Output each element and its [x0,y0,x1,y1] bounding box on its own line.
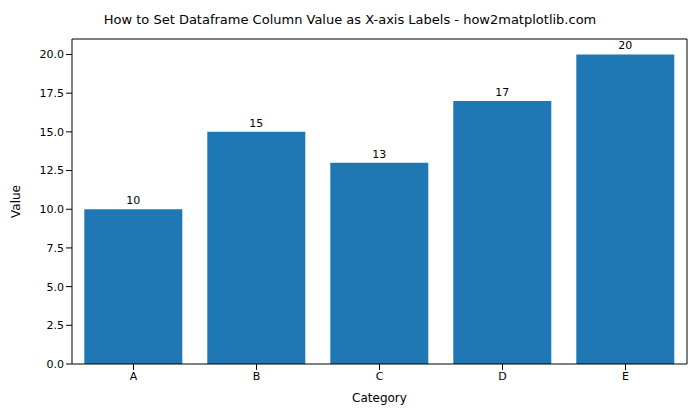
svg-text:0.0: 0.0 [47,358,65,371]
svg-text:C: C [376,370,384,383]
svg-text:Category: Category [352,391,407,405]
html-text:How to Set Dataframe Column Va: How to Set Dataframe Column Value as X-a… [103,12,597,27]
svg-text:13: 13 [372,148,386,161]
svg-text:7.5: 7.5 [47,242,65,255]
svg-text:10.0: 10.0 [40,203,65,216]
svg-text:5.0: 5.0 [47,281,65,294]
svg-text:20.0: 20.0 [40,48,65,61]
svg-text:D: D [498,370,506,383]
svg-text:B: B [253,370,261,383]
svg-text:17: 17 [495,86,509,99]
svg-text:17.5: 17.5 [40,87,65,100]
svg-text:15.0: 15.0 [40,126,65,139]
svg-text:A: A [130,370,138,383]
svg-text:2.5: 2.5 [47,319,65,332]
svg-text:10: 10 [126,194,140,207]
svg-text:15: 15 [249,117,263,130]
svg-text:Value: Value [9,185,23,218]
svg-text:E: E [622,370,629,383]
svg-text:12.5: 12.5 [40,164,65,177]
svg-text:20: 20 [618,39,632,52]
